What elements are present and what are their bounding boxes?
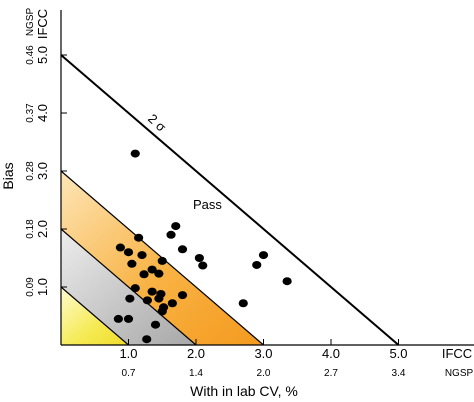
x-tick-label: 5.0 [389,346,407,361]
y-secondary-tick-label: 0.09 [25,277,36,297]
data-point [139,270,149,279]
x-tick-label: 4.0 [322,346,340,361]
data-point [252,260,262,269]
data-point [137,251,147,260]
data-point [157,307,167,316]
data-point [154,294,164,303]
data-point [166,230,176,239]
data-point [142,296,152,305]
data-point [130,149,140,158]
data-point [147,265,157,274]
data-point [123,314,134,323]
x-secondary-tick-label: 2.7 [324,368,338,379]
data-point [147,287,157,296]
data-point [177,245,188,254]
y-secondary-tick-label: 0.46 [25,45,36,65]
axes [60,10,474,346]
y-axis-unit-label: IFCC [35,9,50,39]
x-axis-secondary-unit-label: NGSP [445,368,474,379]
y-tick-label: 2.0 [35,220,50,238]
data-point [130,284,140,293]
y-axis-title: Bias [0,162,16,189]
two-sigma-line [60,54,400,346]
x-tick-label: 2.0 [187,346,205,361]
x-secondary-tick-label: 2.0 [257,368,271,379]
limit-line-2 [60,228,197,346]
data-point [171,222,181,231]
data-point [127,259,137,268]
y-axis-secondary-unit-label: NGSP [25,8,36,37]
data-point [167,299,177,308]
x-tick-label: 1.0 [119,346,137,361]
y-secondary-tick-label: 0.37 [25,103,36,123]
y-tick-label: 1.0 [35,278,50,296]
x-axis-title: With in lab CV, % [190,383,298,399]
x-secondary-tick-label: 3.4 [392,368,406,379]
data-point [150,320,161,329]
pass-label: Pass [193,197,222,212]
data-point [238,299,248,308]
data-point [123,248,134,257]
y-axis-ticks: 1.00.09 2.00.18 3.00.28 4.00.37 5.00.46 [25,45,67,297]
data-point [134,233,144,242]
limit-line-1 [60,286,129,346]
x-axis-ticks: 1.0 0.7 2.0 1.4 3.0 2.0 4.0 2.7 5.0 3.4 [119,339,408,379]
y-secondary-tick-label: 0.28 [25,161,36,181]
data-point [258,251,269,260]
data-point [177,291,188,300]
data-point [157,256,167,265]
data-point [282,277,292,286]
data-point [142,335,152,344]
data-point [154,269,164,278]
x-axis-unit-label: IFCC [442,346,472,361]
y-tick-label: 3.0 [35,162,50,180]
data-points [113,149,292,344]
x-secondary-tick-label: 0.7 [122,368,136,379]
y-tick-label: 4.0 [35,104,50,122]
data-point [198,261,208,270]
data-point [115,243,125,252]
data-point [194,254,204,262]
x-secondary-tick-label: 1.4 [189,368,203,379]
y-tick-label: 5.0 [35,46,50,64]
x-tick-label: 3.0 [254,346,272,361]
data-point [113,314,123,323]
y-secondary-tick-label: 0.18 [25,219,36,239]
data-point [125,294,135,303]
